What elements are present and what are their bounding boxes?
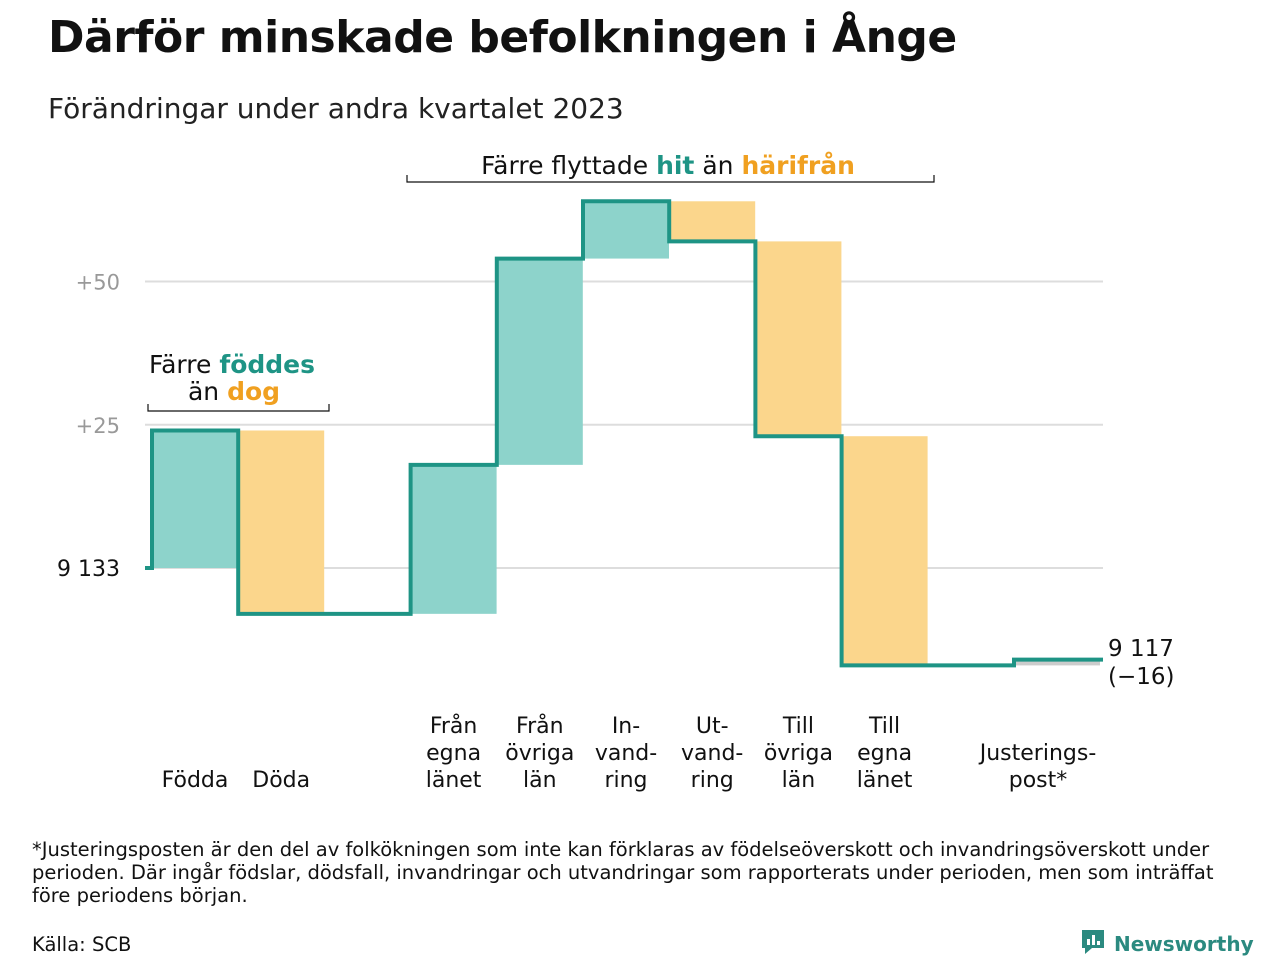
bar-7 — [755, 241, 842, 437]
page-title: Därför minskade befolkningen i Ånge — [48, 12, 957, 63]
bar-9 — [1014, 659, 1100, 666]
x-label: Till — [868, 714, 900, 739]
x-label: Födda — [162, 768, 229, 793]
brand: Newsworthy — [1080, 928, 1254, 960]
x-label: vand- — [681, 741, 743, 766]
y-tick-label: +25 — [76, 414, 120, 438]
bar-5 — [583, 201, 669, 259]
bar-3 — [410, 464, 497, 614]
x-label: Från — [430, 713, 478, 739]
start-value-label: 9 133 — [57, 557, 120, 582]
x-label: övriga — [505, 741, 574, 766]
x-label: In- — [612, 714, 640, 739]
bar-2 — [238, 430, 325, 614]
x-label: egna — [857, 741, 912, 766]
bar-1 — [152, 430, 238, 568]
x-label: ring — [691, 768, 734, 793]
end-value-label: 9 117 — [1108, 636, 1174, 662]
x-label: Från — [516, 713, 564, 739]
migration-bracket — [406, 175, 935, 183]
page-subtitle: Förändringar under andra kvartalet 2023 — [48, 92, 624, 125]
births-bracket — [147, 404, 330, 412]
bar-4 — [496, 258, 583, 465]
x-label: ring — [604, 768, 647, 793]
x-label: Justerings- — [978, 741, 1097, 766]
x-labels: Födda DödaFrånegnalänetFrånövrigalänIn-va… — [162, 713, 1097, 793]
running-total-line — [145, 199, 1103, 668]
x-label: län — [523, 768, 557, 793]
x-label: övriga — [764, 741, 833, 766]
x-label: egna — [426, 741, 481, 766]
y-tick-label: +50 — [76, 271, 120, 295]
births-annotation-line1: Färre föddes — [149, 350, 315, 379]
migration-annotation: Färre flyttade hit än härifrån — [481, 151, 855, 180]
waterfall-chart: +50+25 Födda DödaFrånegnalänetFrånövrigal… — [57, 151, 1174, 793]
source-label: Källa: SCB — [32, 933, 132, 956]
x-label: Döda — [252, 768, 310, 793]
x-label: länet — [426, 768, 482, 793]
grid-lines: +50 +25 — [76, 271, 1103, 569]
brand-name: Newsworthy — [1114, 932, 1254, 956]
births-annotation-line2: än dog — [188, 377, 280, 406]
footnote: *Justeringsposten är den del av folkökni… — [32, 838, 1214, 907]
value-labels: 9 133 9 117(−16) — [57, 557, 1174, 690]
newsworthy-logo-icon — [1080, 928, 1106, 960]
x-label: länet — [857, 768, 913, 793]
x-label: Ut- — [696, 714, 729, 739]
bar-6 — [669, 201, 756, 242]
x-label: post* — [1009, 768, 1068, 793]
running-total-path — [145, 199, 1103, 668]
end-change-label: (−16) — [1108, 664, 1174, 690]
x-label: Till — [782, 714, 814, 739]
bar-8 — [841, 436, 928, 666]
x-label: vand- — [595, 741, 657, 766]
x-label: län — [782, 768, 816, 793]
bars — [152, 201, 1100, 666]
